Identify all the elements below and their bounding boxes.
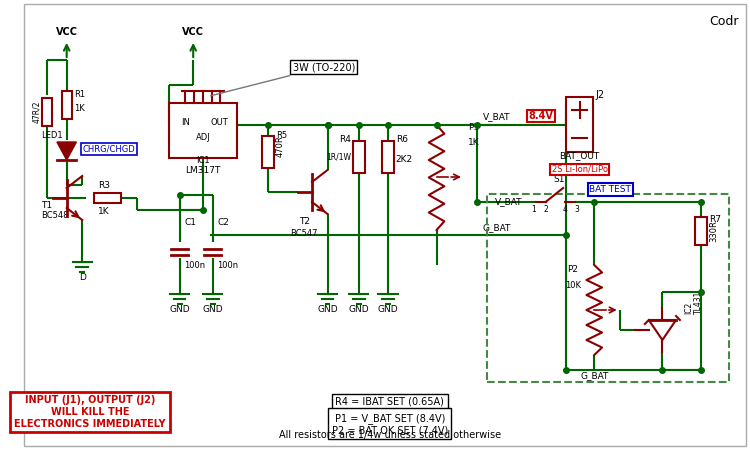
Text: P1: P1 [468, 123, 478, 132]
Text: LM317T: LM317T [185, 166, 220, 175]
Text: ADJ: ADJ [196, 133, 210, 142]
Bar [262, 136, 274, 168]
Text: 100n: 100n [184, 261, 206, 270]
Text: V_BAT: V_BAT [495, 198, 523, 207]
Text: C1: C1 [184, 218, 196, 227]
Text: P1 = V_BAT SET (8.4V)
P2 = BAT OK SET (7.4V): P1 = V_BAT SET (8.4V) P2 = BAT OK SET (7… [332, 413, 448, 435]
Bar [42, 98, 52, 126]
Text: R7: R7 [709, 215, 721, 224]
Text: J2: J2 [596, 90, 604, 100]
Text: IC2: IC2 [684, 302, 693, 314]
Text: R1: R1 [74, 90, 86, 99]
Text: 3: 3 [574, 205, 579, 214]
Text: GND: GND [377, 305, 398, 314]
Text: 330R: 330R [709, 220, 718, 242]
Bar [352, 141, 364, 173]
Bar [62, 91, 71, 119]
Text: 47R/2: 47R/2 [32, 101, 40, 123]
Text: GND: GND [317, 305, 338, 314]
Text: GND: GND [349, 305, 369, 314]
Text: GND: GND [170, 305, 190, 314]
Text: 1R/1W: 1R/1W [326, 153, 351, 162]
Text: OUT: OUT [211, 118, 229, 127]
Bar [382, 141, 394, 173]
Text: 470R: 470R [276, 135, 285, 157]
Text: BAT_OUT: BAT_OUT [560, 151, 600, 160]
Text: 1K: 1K [98, 207, 109, 216]
Text: R6: R6 [396, 135, 408, 144]
Text: 2: 2 [543, 205, 548, 214]
Text: IN: IN [182, 118, 190, 127]
Text: BAT TEST: BAT TEST [590, 185, 632, 194]
Text: VCC: VCC [56, 27, 78, 37]
Text: BC548: BC548 [41, 211, 69, 220]
Bar [566, 97, 593, 152]
Text: Codr: Codr [709, 15, 738, 28]
Text: 1: 1 [532, 205, 536, 214]
Text: GND: GND [202, 305, 223, 314]
Text: R4 = IBAT SET (0.65A): R4 = IBAT SET (0.65A) [335, 397, 444, 407]
Text: 4: 4 [562, 205, 568, 214]
Text: D: D [79, 273, 86, 282]
Text: 1K: 1K [74, 104, 86, 113]
Text: P2: P2 [567, 265, 578, 274]
Text: T2: T2 [298, 217, 310, 226]
Text: IC1: IC1 [196, 156, 210, 165]
Bar [695, 217, 707, 245]
Text: 2K2: 2K2 [396, 155, 412, 164]
Text: LED1: LED1 [41, 131, 63, 140]
Text: V_BAT: V_BAT [483, 112, 511, 121]
Polygon shape [649, 320, 676, 340]
Bar [94, 193, 122, 203]
Text: R3: R3 [98, 181, 109, 190]
Polygon shape [57, 142, 76, 160]
Text: T1: T1 [41, 201, 53, 210]
Text: C2: C2 [217, 218, 229, 227]
Text: 3W (TO-220): 3W (TO-220) [211, 62, 355, 96]
Text: 2S Li-Ion/LiPo: 2S Li-Ion/LiPo [552, 165, 608, 174]
Text: All resistors are 1/4w unless stated otherwise: All resistors are 1/4w unless stated oth… [279, 430, 501, 440]
Text: INPUT (J1), OUTPUT (J2)
WILL KILL THE
ELECTRONICS IMMEDIATELY: INPUT (J1), OUTPUT (J2) WILL KILL THE EL… [14, 396, 166, 428]
Text: BC547: BC547 [290, 229, 318, 238]
Bar [488, 194, 728, 382]
Text: 8.4V: 8.4V [528, 111, 554, 121]
Text: G_BAT: G_BAT [483, 223, 511, 232]
Text: 1K: 1K [468, 138, 479, 147]
Text: 100n: 100n [217, 261, 238, 270]
Text: CHRG/CHGD: CHRG/CHGD [82, 144, 135, 153]
Text: 10K: 10K [565, 281, 580, 290]
Text: TL431: TL431 [694, 291, 703, 314]
Text: G_BAT: G_BAT [580, 371, 608, 380]
Text: R4: R4 [339, 135, 351, 144]
Bar [169, 103, 237, 158]
Text: S1: S1 [554, 175, 565, 184]
Text: VCC: VCC [182, 27, 204, 37]
Text: R5: R5 [276, 131, 287, 140]
